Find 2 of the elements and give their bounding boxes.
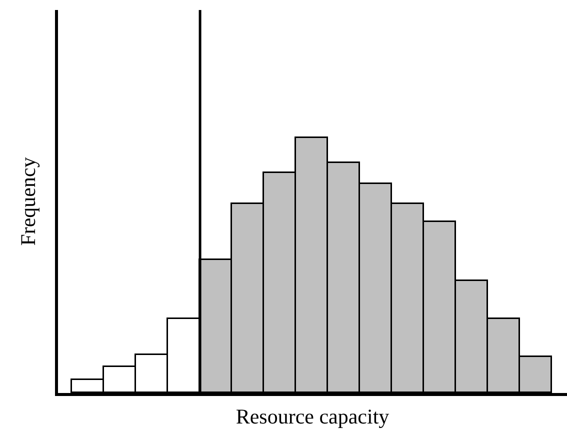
y-axis-title: Frequency (16, 156, 40, 246)
x-axis-title: Resource capacity (236, 404, 390, 429)
